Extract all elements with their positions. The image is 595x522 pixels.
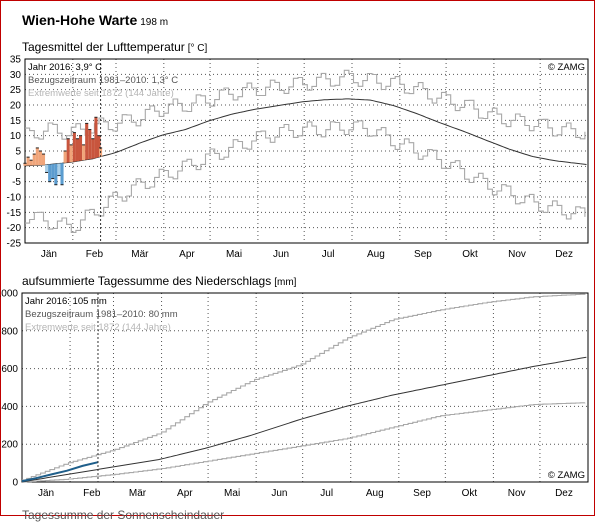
temp-bar-current-year	[32, 154, 36, 166]
temp-ytick-label: 15	[10, 116, 22, 127]
temp-ytick-label: -5	[12, 177, 21, 188]
precip-legend-entry: Extremwerte seit 1872 (144 Jahre)	[25, 322, 171, 333]
temp-bar-current-year	[69, 144, 73, 163]
temp-month-label: Dez	[555, 249, 573, 260]
precip-month-label: Okt	[462, 488, 478, 499]
precip-month-label: Mär	[129, 488, 147, 499]
temp-bar-current-year	[72, 132, 76, 162]
precip-month-label: Feb	[83, 488, 101, 499]
precip-ytick-label: 600	[1, 364, 18, 375]
precip-title-unit: [mm]	[274, 277, 297, 288]
temp-series-reference	[24, 98, 587, 167]
temp-bar-current-year	[63, 151, 67, 163]
precip-ytick-label: 800	[1, 326, 18, 337]
precip-series-reference	[21, 356, 587, 483]
temp-month-label: Nov	[508, 249, 526, 260]
temp-ytick-label: -15	[7, 208, 22, 219]
precip-month-label: Jän	[38, 488, 54, 499]
temp-bar-current-year	[57, 163, 61, 176]
temp-ytick-label: 5	[15, 147, 21, 158]
precip-month-label: Jul	[320, 488, 333, 499]
precip-series-maximum	[22, 293, 586, 481]
temp-bar-current-year	[41, 154, 46, 165]
temp-series-minimum	[25, 120, 586, 233]
precip-ytick-label: 0	[12, 478, 18, 489]
temp-bar-current-year	[75, 138, 79, 162]
temp-month-label: Okt	[462, 249, 478, 260]
precip-legend-entry: Jahr 2016: 105 mm	[25, 296, 107, 307]
temp-legend-entry: Extremwerte seit 1872 (144 Jahre)	[28, 88, 174, 99]
precip-ytick-label: 400	[1, 402, 18, 413]
temp-legend-entry: Jahr 2016: 3,9° C	[28, 62, 102, 73]
temp-ytick-label: 20	[10, 101, 22, 112]
precip-series-current-year	[21, 461, 99, 483]
temp-month-label: Feb	[86, 249, 104, 260]
temp-plot-frame	[24, 58, 589, 244]
temp-month-label: Mär	[131, 249, 149, 260]
temp-bar-current-year	[45, 164, 49, 173]
temp-series-maximum	[25, 69, 586, 140]
temp-bar-current-year	[82, 144, 86, 161]
temp-bar-current-year	[94, 117, 98, 158]
temp-credit: © ZAMG	[548, 62, 585, 73]
temp-month-label: Jul	[322, 249, 335, 260]
temperature-chart-title: Tagesmittel der Lufttemperatur [° C]	[22, 40, 207, 54]
temp-month-label: Mai	[226, 249, 242, 260]
precip-plot-frame	[21, 292, 589, 483]
precip-credit: © ZAMG	[548, 470, 585, 481]
temp-month-label: Apr	[179, 249, 195, 260]
temp-ytick-label: -10	[7, 193, 22, 204]
temp-bar-current-year	[54, 163, 58, 185]
temp-bar-current-year	[60, 163, 64, 185]
precip-series-minimum	[22, 402, 586, 483]
temp-ytick-label: 10	[10, 131, 22, 142]
precip-month-label: Sep	[413, 488, 431, 499]
precip-ytick-label: 1000	[0, 289, 18, 300]
temp-bar-current-year	[88, 129, 92, 160]
temp-ytick-label: -20	[7, 223, 22, 234]
precip-month-label: Aug	[366, 488, 384, 499]
temp-legend-entry: Bezugszeitraum 1981–2010: 1,3° C	[28, 75, 178, 86]
temp-bar-current-year	[29, 160, 33, 166]
precip-month-label: Jun	[271, 488, 287, 499]
precip-month-label: Apr	[177, 488, 193, 499]
precip-month-label: Dez	[555, 488, 573, 499]
station-heading: Wien-Hohe Warte 198 m	[22, 12, 168, 28]
temp-month-label: Aug	[367, 249, 385, 260]
precip-month-label: Mai	[224, 488, 240, 499]
precip-legend-entry: Bezugszeitraum 1981–2010: 80 mm	[25, 309, 178, 320]
precip-title-text: aufsummierte Tagessumme des Niederschlag…	[22, 274, 272, 288]
temp-ytick-label: 30	[10, 70, 22, 81]
temp-bar-current-year	[23, 163, 27, 166]
temp-bar-current-year	[78, 135, 83, 161]
temp-ytick-label: 35	[10, 55, 22, 66]
temp-ytick-label: -25	[7, 239, 22, 250]
temp-bar-current-year	[38, 151, 42, 166]
station-name: Wien-Hohe Warte	[22, 12, 138, 28]
temperature-title-unit: [° C]	[187, 43, 208, 54]
temp-bar-current-year	[85, 123, 89, 160]
temp-bar-current-year	[35, 147, 39, 166]
precip-ytick-label: 200	[1, 440, 18, 451]
temp-month-label: Jun	[273, 249, 289, 260]
temp-month-label: Sep	[414, 249, 432, 260]
temperature-title-text: Tagesmittel der Lufttemperatur	[22, 40, 185, 54]
precip-chart-title: aufsummierte Tagessumme des Niederschlag…	[22, 274, 296, 288]
temp-bar-current-year	[66, 138, 70, 163]
precip-month-label: Nov	[508, 488, 526, 499]
temp-bar-current-year	[48, 164, 52, 182]
temp-month-label: Jän	[41, 249, 57, 260]
temp-ytick-label: 25	[10, 85, 22, 96]
temp-bar-current-year	[51, 164, 55, 179]
station-elevation: 198 m	[140, 17, 169, 28]
temp-bar-current-year	[97, 135, 101, 158]
temp-bar-current-year	[26, 157, 30, 166]
temp-ytick-label: 0	[15, 162, 21, 173]
temp-bar-current-year	[91, 138, 95, 159]
